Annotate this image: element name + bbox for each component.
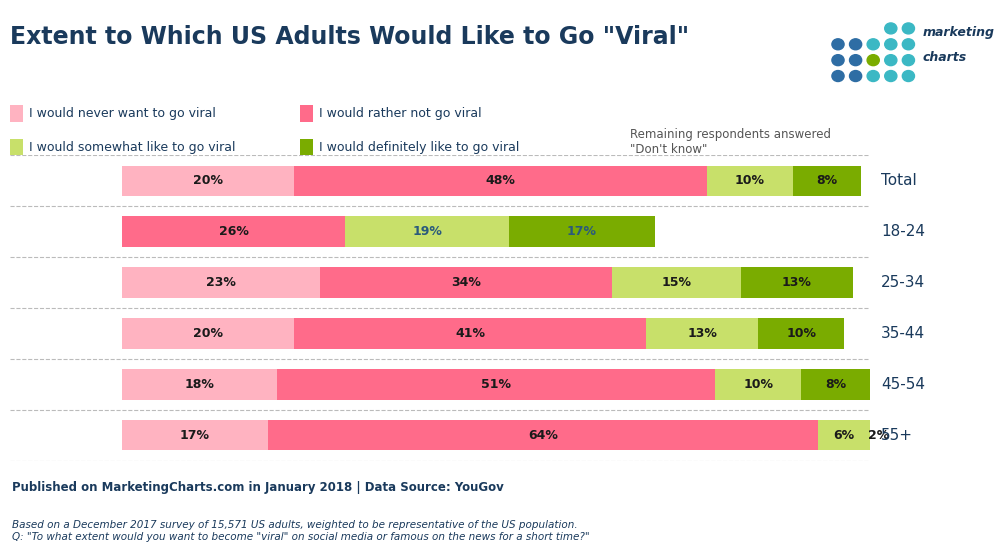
Circle shape: [885, 39, 897, 50]
Circle shape: [902, 23, 914, 34]
Bar: [294, 318, 646, 349]
Text: 2%: 2%: [868, 428, 889, 442]
Circle shape: [902, 39, 914, 50]
Bar: [646, 318, 758, 349]
Text: 8%: 8%: [825, 378, 846, 391]
Text: 51%: 51%: [481, 378, 511, 391]
Circle shape: [902, 70, 914, 82]
Text: 18%: 18%: [184, 378, 214, 391]
Bar: [122, 318, 294, 349]
Text: charts: charts: [923, 51, 967, 64]
Circle shape: [885, 55, 897, 65]
Text: Extent to Which US Adults Would Like to Go "Viral": Extent to Which US Adults Would Like to …: [10, 25, 689, 49]
Bar: [320, 268, 612, 298]
Bar: [268, 420, 818, 451]
Text: marketing: marketing: [923, 26, 995, 39]
Text: 6%: 6%: [834, 428, 855, 442]
Bar: [294, 165, 707, 196]
Bar: [818, 420, 870, 451]
Text: 19%: 19%: [412, 225, 442, 238]
Text: 34%: 34%: [451, 276, 481, 289]
Circle shape: [832, 39, 844, 50]
Circle shape: [867, 70, 879, 82]
Text: 25-34: 25-34: [881, 275, 925, 290]
Text: 55+: 55+: [881, 428, 913, 443]
Text: 15%: 15%: [661, 276, 691, 289]
Bar: [122, 268, 320, 298]
Circle shape: [850, 70, 862, 82]
Text: 18-24: 18-24: [881, 224, 925, 239]
Bar: [801, 369, 870, 400]
Bar: [345, 216, 509, 247]
Bar: [122, 420, 268, 451]
Bar: [758, 318, 844, 349]
Circle shape: [885, 70, 897, 82]
Text: 10%: 10%: [786, 327, 816, 340]
Bar: [793, 165, 861, 196]
Text: I would never want to go viral: I would never want to go viral: [29, 107, 216, 120]
Text: 35-44: 35-44: [881, 326, 925, 341]
Text: Total: Total: [881, 173, 917, 188]
Circle shape: [902, 55, 914, 65]
Bar: [715, 369, 801, 400]
Circle shape: [850, 39, 862, 50]
Bar: [612, 268, 741, 298]
Text: 13%: 13%: [782, 276, 812, 289]
Text: 10%: 10%: [743, 378, 773, 391]
Bar: [509, 216, 655, 247]
Circle shape: [850, 55, 862, 65]
Text: 20%: 20%: [193, 174, 223, 188]
Circle shape: [867, 55, 879, 65]
Text: 48%: 48%: [485, 174, 515, 188]
Circle shape: [885, 23, 897, 34]
Text: 17%: 17%: [567, 225, 597, 238]
Text: 10%: 10%: [735, 174, 765, 188]
Text: I would somewhat like to go viral: I would somewhat like to go viral: [29, 140, 236, 154]
Text: Based on a December 2017 survey of 15,571 US adults, weighted to be representati: Based on a December 2017 survey of 15,57…: [12, 520, 590, 542]
Text: 23%: 23%: [206, 276, 236, 289]
Bar: [122, 369, 277, 400]
Bar: [277, 369, 715, 400]
Circle shape: [832, 55, 844, 65]
Text: 41%: 41%: [455, 327, 485, 340]
Text: 45-54: 45-54: [881, 377, 925, 392]
Text: 64%: 64%: [528, 428, 558, 442]
Bar: [122, 165, 294, 196]
Text: 8%: 8%: [816, 174, 838, 188]
Bar: [870, 420, 887, 451]
Bar: [707, 165, 793, 196]
Bar: [741, 268, 853, 298]
Circle shape: [867, 39, 879, 50]
Text: 26%: 26%: [219, 225, 249, 238]
Text: 20%: 20%: [193, 327, 223, 340]
Text: Remaining respondents answered
"Don't know": Remaining respondents answered "Don't kn…: [630, 128, 831, 155]
Text: I would rather not go viral: I would rather not go viral: [319, 107, 482, 120]
Bar: [122, 216, 345, 247]
Circle shape: [832, 70, 844, 82]
Text: I would definitely like to go viral: I would definitely like to go viral: [319, 140, 519, 154]
Text: Published on MarketingCharts.com in January 2018 | Data Source: YouGov: Published on MarketingCharts.com in Janu…: [12, 481, 504, 495]
Text: 13%: 13%: [687, 327, 717, 340]
Text: 17%: 17%: [180, 428, 210, 442]
